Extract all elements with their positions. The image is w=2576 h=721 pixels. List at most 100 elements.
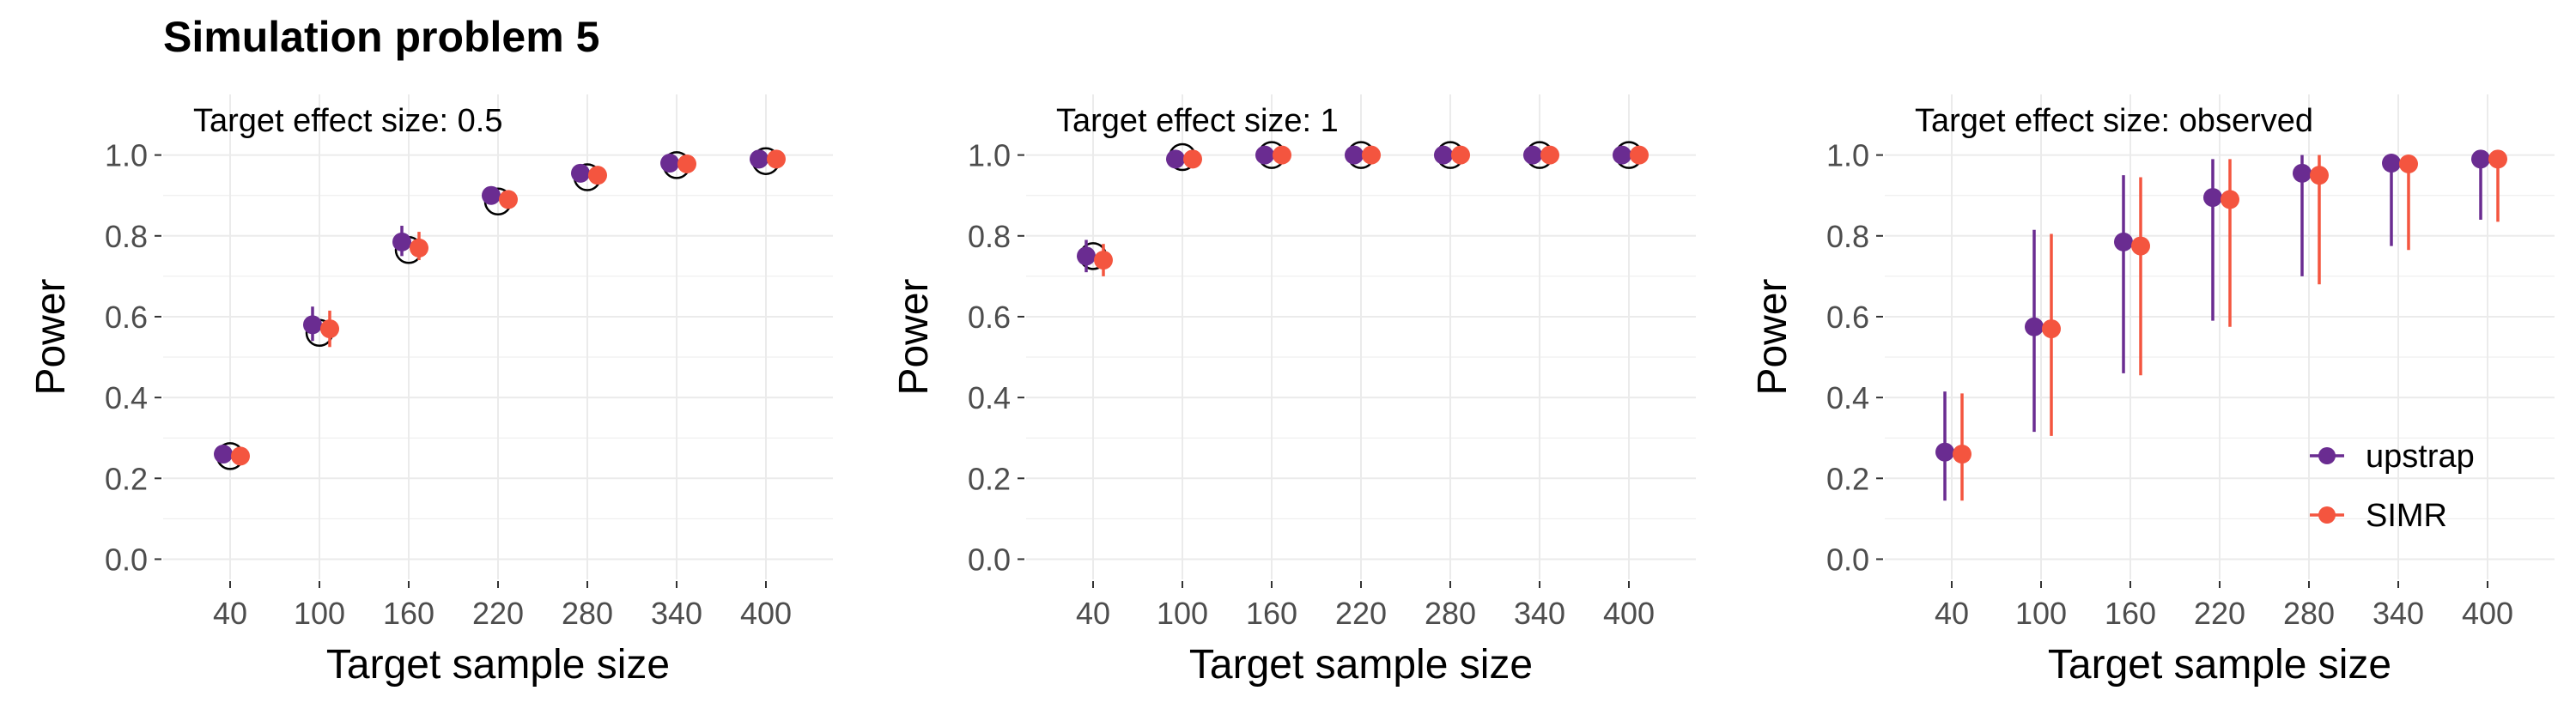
data-point — [1077, 246, 1096, 266]
y-tick-label: 0.0 — [1826, 542, 1869, 577]
x-tick-label: 340 — [1514, 596, 1565, 631]
y-tick-label: 0.2 — [105, 461, 148, 496]
x-axis-title: Target sample size — [1189, 642, 1533, 688]
data-point — [1273, 145, 1291, 165]
x-tick-label: 100 — [294, 596, 345, 631]
x-tick-label: 400 — [740, 596, 792, 631]
x-tick-label: 100 — [2015, 596, 2067, 631]
x-tick-label: 40 — [1076, 596, 1110, 631]
data-point — [303, 315, 322, 335]
panel-2: Target effect size: 1 0.0 0.2 0.4 0.6 0.8 1.0 4… — [891, 94, 1696, 688]
x-tick-label: 160 — [1246, 596, 1297, 631]
y-tick-label: 0.6 — [105, 300, 148, 335]
data-point — [660, 154, 679, 173]
x-tick-label: 280 — [2283, 596, 2335, 631]
panel-1: Target effect size: 0.5 0.0 0.2 0.4 0.6 0.8 1.… — [28, 94, 833, 688]
y-axis-title: Power — [28, 278, 74, 395]
data-point — [2399, 154, 2418, 173]
series-simr — [1094, 145, 1649, 276]
data-point — [1434, 145, 1453, 165]
legend-key-point — [2318, 506, 2336, 524]
y-tick-label: 0.8 — [1826, 219, 1869, 254]
data-point — [1094, 251, 1113, 270]
series-upstrap — [214, 149, 769, 464]
y-axis-title: Power — [891, 278, 937, 395]
y-tick-label: 0.6 — [968, 300, 1011, 335]
panel-label: Target effect size: 1 — [1056, 103, 1339, 139]
data-point — [767, 149, 786, 169]
data-point — [2042, 319, 2061, 339]
panel-label: Target effect size: observed — [1915, 103, 2313, 139]
y-tick-label: 0.8 — [968, 219, 1011, 254]
data-point — [1362, 145, 1381, 165]
x-tick-label: 280 — [1425, 596, 1476, 631]
data-point — [2471, 149, 2490, 169]
data-point — [750, 149, 769, 169]
data-point — [499, 190, 518, 209]
y-tick-label: 0.2 — [1826, 461, 1869, 496]
y-tick-label: 0.4 — [968, 380, 1011, 415]
data-point — [2114, 232, 2133, 251]
data-point — [588, 166, 607, 185]
x-tick-label: 100 — [1157, 596, 1208, 631]
y-axis-title: Power — [1750, 278, 1795, 395]
legend-label: upstrap — [2366, 439, 2475, 475]
y-tick-label: 0.4 — [1826, 380, 1869, 415]
panel-3: Target effect size: observed 0.0 0.2 0.4 0.6… — [1750, 94, 2555, 688]
x-tick-label: 220 — [472, 596, 524, 631]
data-point — [1183, 149, 1202, 169]
data-point — [2131, 236, 2150, 256]
y-tick-label: 1.0 — [968, 138, 1011, 173]
legend-key-point — [2318, 447, 2336, 464]
data-point — [1935, 442, 1954, 462]
data-point — [392, 232, 411, 251]
series-upstrap — [1077, 145, 1631, 273]
x-tick-label: 340 — [651, 596, 702, 631]
legend: upstrap SIMR — [2310, 439, 2475, 534]
figure-title: Simulation problem 5 — [163, 13, 600, 61]
y-tick-label: 0.4 — [105, 380, 148, 415]
data-point — [1540, 145, 1559, 165]
x-tick-label: 40 — [1935, 596, 1969, 631]
x-tick-label: 400 — [2462, 596, 2513, 631]
series-upstrap — [1935, 149, 2490, 501]
y-tick-label: 1.0 — [105, 138, 148, 173]
data-point — [214, 445, 233, 464]
data-point — [571, 163, 590, 183]
data-point — [320, 319, 339, 339]
legend-label: SIMR — [2366, 498, 2447, 534]
data-point — [1166, 149, 1185, 169]
y-tick-label: 0.2 — [968, 461, 1011, 496]
data-point — [2310, 166, 2329, 185]
data-point — [2293, 163, 2312, 183]
data-point — [2203, 188, 2222, 208]
x-tick-label: 160 — [2105, 596, 2156, 631]
x-tick-label: 220 — [2194, 596, 2245, 631]
x-axis-title: Target sample size — [326, 642, 670, 688]
x-tick-label: 280 — [562, 596, 613, 631]
y-tick-label: 1.0 — [1826, 138, 1869, 173]
data-point — [231, 446, 250, 466]
data-point — [2488, 149, 2507, 169]
x-tick-label: 220 — [1335, 596, 1387, 631]
y-tick-label: 0.0 — [105, 542, 148, 577]
series-simr — [1953, 149, 2507, 501]
y-tick-label: 0.6 — [1826, 300, 1869, 335]
data-point — [677, 154, 696, 173]
data-point — [2221, 190, 2239, 209]
y-tick-label: 0.0 — [968, 542, 1011, 577]
x-tick-label: 160 — [383, 596, 434, 631]
x-tick-label: 40 — [213, 596, 247, 631]
data-point — [2025, 317, 2044, 336]
series-simr — [231, 149, 786, 466]
x-axis-title: Target sample size — [2048, 642, 2391, 688]
x-tick-label: 340 — [2372, 596, 2424, 631]
data-point — [1523, 145, 1542, 165]
data-point — [1613, 145, 1631, 165]
data-point — [482, 185, 501, 205]
panel-label: Target effect size: 0.5 — [193, 103, 503, 139]
x-tick-label: 400 — [1603, 596, 1655, 631]
y-tick-label: 0.8 — [105, 219, 148, 254]
data-point — [1451, 145, 1470, 165]
